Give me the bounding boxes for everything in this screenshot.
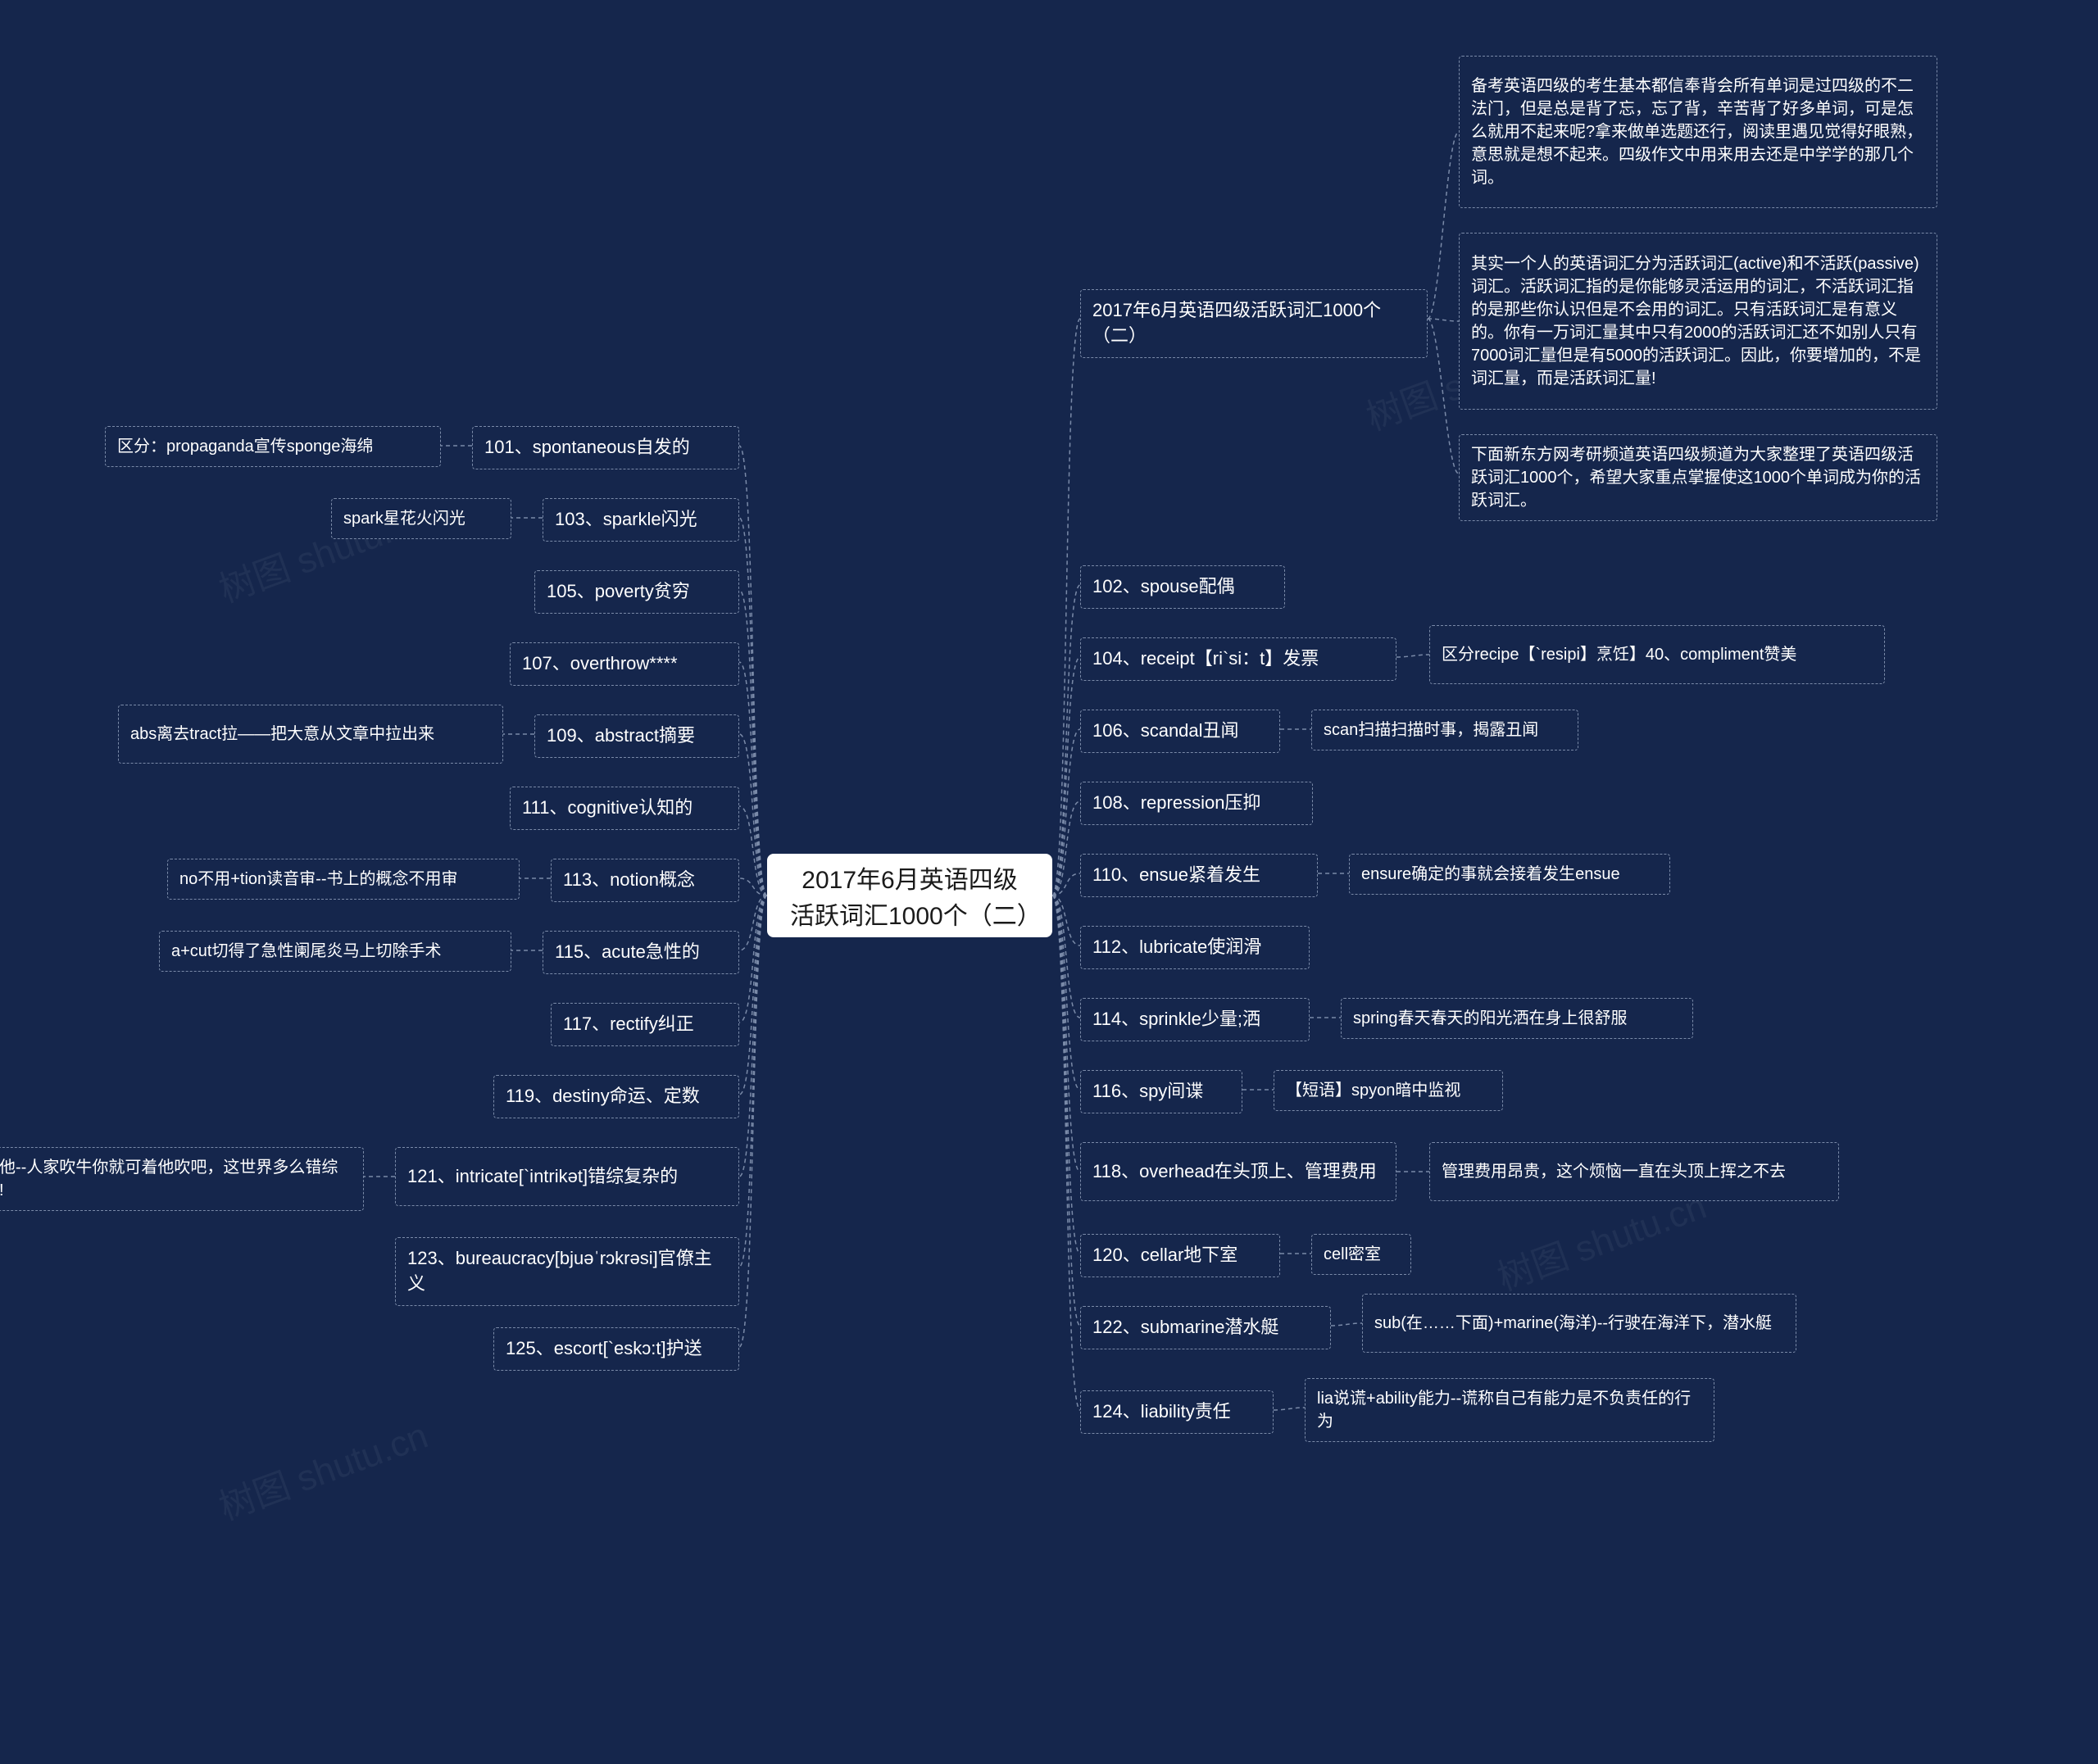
node-r6a: ensure确定的事就会接着发生ensue [1349, 854, 1670, 895]
node-r11: 120、cellar地下室 [1080, 1234, 1280, 1277]
node-r2: 102、spouse配偶 [1080, 565, 1285, 609]
node-l8a: a+cut切得了急性阑尾炎马上切除手术 [159, 931, 511, 972]
node-r1c: 下面新东方网考研频道英语四级频道为大家整理了英语四级活跃词汇1000个，希望大家… [1459, 434, 1937, 521]
node-l11: 121、intricate[`intrikət]错综复杂的 [395, 1147, 739, 1206]
node-r1: 2017年6月英语四级活跃词汇1000个（二） [1080, 289, 1428, 358]
node-l13: 125、escort[`eskɔ:t]护送 [493, 1327, 739, 1371]
node-r4a: scan扫描扫描时事，揭露丑闻 [1311, 710, 1578, 750]
node-r8: 114、sprinkle少量;洒 [1080, 998, 1310, 1041]
node-l9: 117、rectify纠正 [551, 1003, 739, 1046]
node-r10a: 管理费用昂贵，这个烦恼一直在头顶上挥之不去 [1429, 1142, 1839, 1201]
node-r10: 118、overhead在头顶上、管理费用 [1080, 1142, 1396, 1201]
node-r9a: 【短语】spyon暗中监视 [1274, 1070, 1503, 1111]
node-l2a: spark星花火闪光 [331, 498, 511, 539]
node-l5: 109、abstract摘要 [534, 714, 739, 758]
node-l4: 107、overthrow**** [510, 642, 739, 686]
node-r11a: cell密室 [1311, 1234, 1411, 1275]
node-r3a: 区分recipe【`resipi】烹饪】40、compliment赞美 [1429, 625, 1885, 684]
node-r7: 112、lubricate使润滑 [1080, 926, 1310, 969]
node-r12a: sub(在……下面)+marine(海洋)--行驶在海洋下，潜水艇 [1362, 1294, 1796, 1353]
node-r5: 108、repression压抑 [1080, 782, 1313, 825]
center-node: 2017年6月英语四级活跃词汇1000个（二） [767, 854, 1052, 937]
node-l1: 101、spontaneous自发的 [472, 426, 739, 469]
node-r13a: lia说谎+ability能力--谎称自己有能力是不负责任的行为 [1305, 1378, 1714, 1442]
node-l7: 113、notion概念 [551, 859, 739, 902]
node-l7a: no不用+tion读音审--书上的概念不用审 [167, 859, 520, 900]
node-r1a: 备考英语四级的考生基本都信奉背会所有单词是过四级的不二法门，但是总是背了忘，忘了… [1459, 56, 1937, 208]
node-l3: 105、poverty贫穷 [534, 570, 739, 614]
node-l1a: 区分：propaganda宣传sponge海绵 [105, 426, 441, 467]
node-r3: 104、receipt【ri`si：t】发票 [1080, 637, 1396, 681]
node-l12: 123、bureaucracy[bjuəˈrɔkrəsi]官僚主义 [395, 1237, 739, 1306]
node-r13: 124、liability责任 [1080, 1390, 1274, 1434]
node-l11a: 人吹可他--人家吹牛你就可着他吹吧，这世界多么错综复杂啊! [0, 1147, 364, 1211]
center-text: 2017年6月英语四级活跃词汇1000个（二） [790, 859, 1029, 932]
watermark-3: 树图 shutu.cn [211, 1406, 434, 1530]
node-r8a: spring春天春天的阳光洒在身上很舒服 [1341, 998, 1693, 1039]
node-r1b: 其实一个人的英语词汇分为活跃词汇(active)和不活跃(passive)词汇。… [1459, 233, 1937, 410]
node-l10: 119、destiny命运、定数 [493, 1075, 739, 1118]
node-r4: 106、scandal丑闻 [1080, 710, 1280, 753]
node-l2: 103、sparkle闪光 [543, 498, 739, 542]
node-r9: 116、spy间谍 [1080, 1070, 1242, 1113]
node-l5a: abs离去tract拉——把大意从文章中拉出来 [118, 705, 503, 764]
node-r6: 110、ensue紧着发生 [1080, 854, 1318, 897]
node-l8: 115、acute急性的 [543, 931, 739, 974]
node-r12: 122、submarine潜水艇 [1080, 1306, 1331, 1349]
node-l6: 111、cognitive认知的 [510, 787, 739, 830]
